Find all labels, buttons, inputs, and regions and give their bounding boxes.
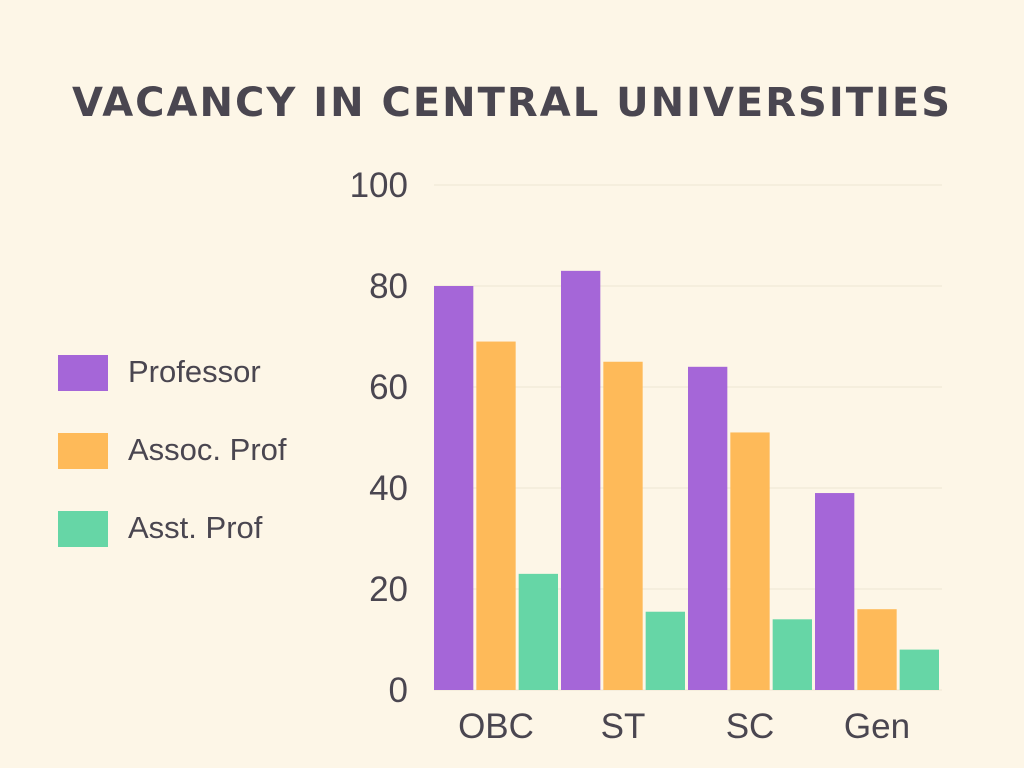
- x-tick-label-obc: OBC: [458, 707, 534, 746]
- bar-gen-assoc-prof: [857, 609, 897, 690]
- x-tick-label-sc: SC: [726, 707, 775, 746]
- chart-title: VACANCY IN CENTRAL UNIVERSITIES: [71, 80, 953, 126]
- legend-swatch-professor: [58, 355, 108, 391]
- y-tick-label-100: 100: [350, 166, 408, 205]
- y-tick-label-0: 0: [389, 671, 408, 710]
- y-tick-label-40: 40: [369, 469, 408, 508]
- y-tick-label-60: 60: [369, 368, 408, 407]
- bar-gen-asst-prof: [899, 649, 939, 690]
- bar-sc-professor: [688, 366, 728, 690]
- x-tick-label-st: ST: [601, 707, 646, 746]
- bar-sc-assoc-prof: [730, 432, 770, 690]
- bar-st-asst-prof: [645, 611, 685, 690]
- bar-obc-assoc-prof: [476, 341, 516, 690]
- x-tick-label-gen: Gen: [844, 707, 910, 746]
- legend-swatch-assoc-prof: [58, 433, 108, 469]
- bar-st-professor: [561, 270, 601, 690]
- y-tick-label-80: 80: [369, 267, 408, 306]
- bar-st-assoc-prof: [603, 361, 643, 690]
- legend-swatch-asst-prof: [58, 511, 108, 547]
- legend-label-asst-prof: Asst. Prof: [128, 510, 263, 545]
- y-tick-label-20: 20: [369, 570, 408, 609]
- legend-label-professor: Professor: [128, 354, 261, 389]
- bar-gen-professor: [815, 493, 855, 690]
- bar-sc-asst-prof: [772, 619, 812, 690]
- bar-obc-professor: [434, 286, 474, 690]
- bar-obc-asst-prof: [518, 573, 558, 690]
- legend-label-assoc-prof: Assoc. Prof: [128, 432, 287, 467]
